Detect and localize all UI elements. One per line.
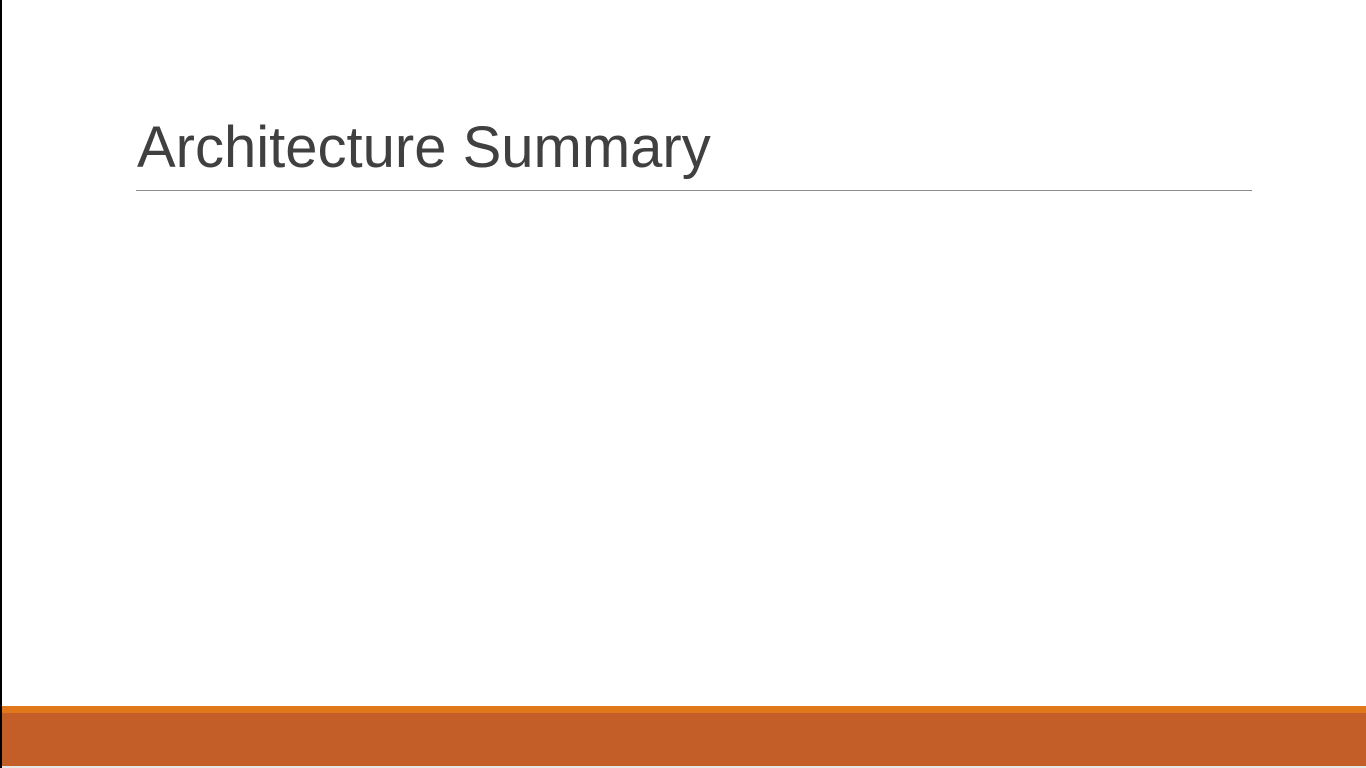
footer-main-bar: [2, 713, 1366, 766]
slide-title: Architecture Summary: [137, 115, 711, 180]
title-underline-divider: [136, 190, 1252, 191]
bottom-edge-strip: [2, 766, 1366, 768]
slide-footer-band: [2, 706, 1366, 766]
footer-accent-stripe: [2, 706, 1366, 713]
